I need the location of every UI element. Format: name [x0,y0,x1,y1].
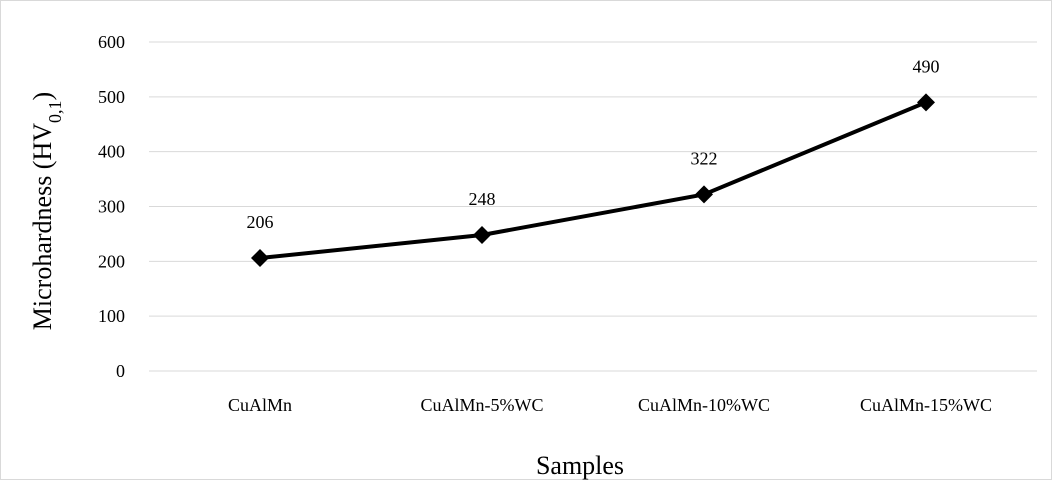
x-category-label-2: CuAlMn-10%WC [638,395,770,415]
data-labels: 206 248 322 490 [247,56,940,232]
y-tick-label-200: 200 [98,251,125,271]
data-label-2: 322 [691,148,718,168]
data-point-3 [917,93,935,111]
y-axis-title-subscript: 0,1 [45,100,65,123]
data-point-1 [473,226,491,244]
x-axis-title: Samples [536,451,624,480]
y-axis-title: Microhardness (HV0,1) [28,92,65,330]
data-label-3: 490 [913,56,940,76]
y-tick-label-600: 600 [98,32,125,52]
y-axis-title-close: ) [28,92,57,101]
y-axis-title-main: Microhardness (HV [28,123,57,330]
y-tick-label-500: 500 [98,87,125,107]
gridlines [149,42,1037,371]
data-label-1: 248 [469,189,496,209]
y-tick-label-300: 300 [98,197,125,217]
y-tick-label-100: 100 [98,306,125,326]
y-tick-label-400: 400 [98,142,125,162]
y-tick-label-0: 0 [116,361,125,381]
x-category-label-1: CuAlMn-5%WC [421,395,544,415]
data-label-0: 206 [247,212,274,232]
x-category-label-3: CuAlMn-15%WC [860,395,992,415]
data-point-0 [251,249,269,267]
y-tick-labels: 0 100 200 300 400 500 600 [98,32,125,381]
x-category-labels: CuAlMn CuAlMn-5%WC CuAlMn-10%WC CuAlMn-15%W… [228,395,992,415]
series-microhardness [251,93,935,267]
x-category-label-0: CuAlMn [228,395,292,415]
series-line [260,102,926,258]
data-point-2 [695,185,713,203]
